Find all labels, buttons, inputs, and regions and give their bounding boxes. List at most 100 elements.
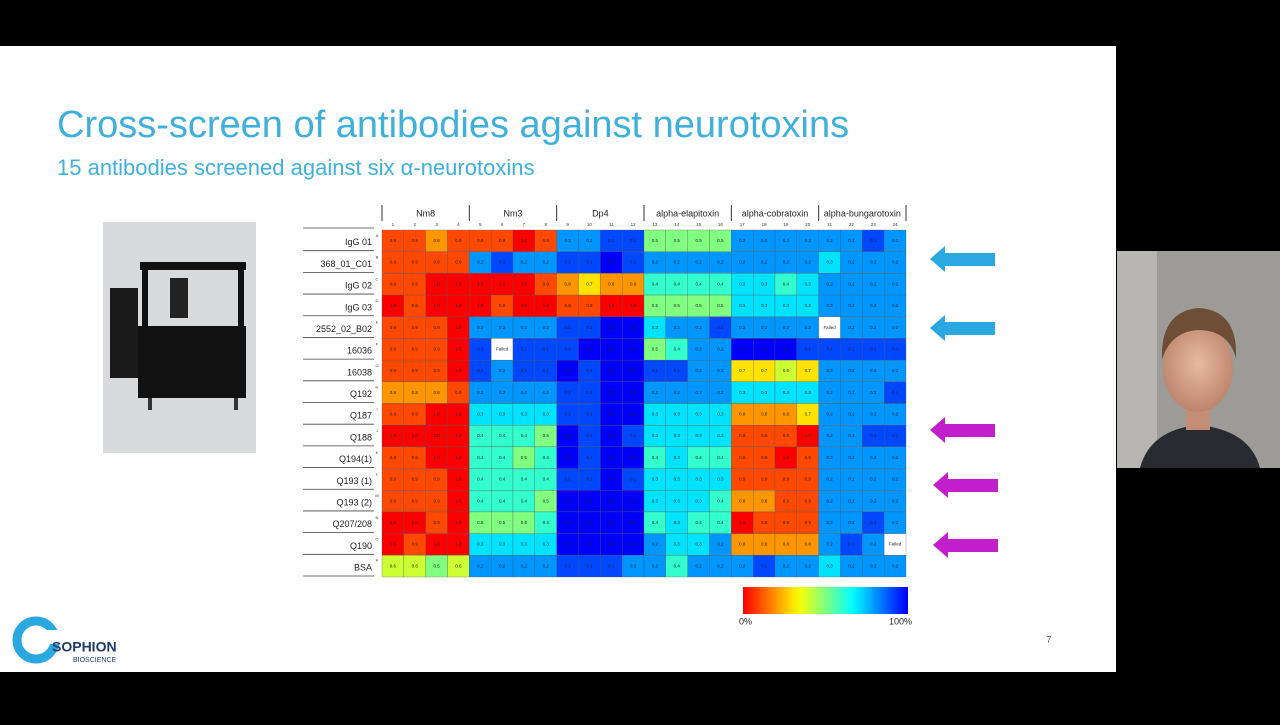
cell-label: 0.2 — [848, 412, 855, 417]
row-label: 16036 — [347, 346, 372, 356]
cell-label: 0.9 — [412, 281, 419, 286]
cell-label: 0.1 — [652, 368, 659, 373]
cell-label: 0.0 — [608, 412, 615, 417]
cell-label: 1.0 — [455, 520, 462, 525]
cell-label: 0.9 — [412, 455, 419, 460]
column-number: 15 — [696, 222, 702, 227]
cell-label: 0.9 — [412, 368, 419, 373]
cell-label: 0.3 — [521, 542, 528, 547]
cell-label: 0.4 — [543, 520, 550, 525]
cell-label: 0.4 — [543, 477, 550, 482]
cell-label: 0.9 — [433, 477, 440, 482]
cell-label: 0.2 — [848, 238, 855, 243]
cell-label: 0.9 — [739, 455, 746, 460]
cell-label: 0.8 — [805, 542, 812, 547]
cell-label: 0.2 — [695, 563, 702, 568]
cell-label: 0.3 — [695, 412, 702, 417]
cell-label: 1.0 — [433, 542, 440, 547]
cell-label: 0.2 — [499, 368, 506, 373]
cell-label: 0.2 — [826, 433, 833, 438]
row-label: Q192 — [350, 389, 372, 399]
column-group-label: Nm8 — [416, 208, 435, 218]
cell-label: 1.0 — [455, 542, 462, 547]
cell-label: 0.5 — [674, 238, 681, 243]
cell-label: 0.1 — [630, 238, 637, 243]
cell-label: 0.9 — [433, 325, 440, 330]
cell-label: 0.1 — [870, 346, 877, 351]
cell-label: 0.0 — [564, 542, 571, 547]
row-label: Q187 — [350, 411, 372, 421]
cell-label: 0.9 — [412, 325, 419, 330]
cell-label: 0.1 — [586, 412, 593, 417]
cell-label: 0.2 — [695, 346, 702, 351]
cell-label: 0.1 — [870, 520, 877, 525]
cell-label: 0.2 — [521, 563, 528, 568]
cell-label: 0.9 — [783, 477, 790, 482]
cell-label: 0.3 — [674, 498, 681, 503]
column-group-label: alpha-cobratoxin — [742, 208, 809, 218]
arrow-magenta — [930, 417, 995, 443]
cell-label: 0.0 — [586, 346, 593, 351]
cell-label: 0.2 — [892, 498, 899, 503]
cell-label: 0.2 — [892, 281, 899, 286]
cell-label: 1.0 — [433, 412, 440, 417]
cell-label: 0.2 — [674, 325, 681, 330]
cell-label: 0.2 — [499, 325, 506, 330]
cell-label: 0.5 — [521, 455, 528, 460]
cell-label: 0.1 — [521, 368, 528, 373]
cell-label: 0.0 — [608, 260, 615, 265]
column-number: 20 — [805, 222, 811, 227]
cell-label: 1.0 — [455, 412, 462, 417]
cell-label: 0.0 — [608, 368, 615, 373]
row-letter: H — [376, 385, 379, 390]
cell-label: 0.3 — [499, 412, 506, 417]
cell-label: 0.9 — [455, 390, 462, 395]
cell-label: 0.4 — [717, 455, 724, 460]
cell-label: 0.6 — [455, 563, 462, 568]
cell-label: 0.7 — [761, 368, 768, 373]
row-label: 2552_02_B02 — [316, 324, 372, 334]
cell-label: 1.0 — [455, 281, 462, 286]
cell-label: 0.2 — [739, 238, 746, 243]
cell-label: 0.2 — [564, 238, 571, 243]
column-number: 11 — [609, 222, 614, 227]
cell-label: 0.1 — [586, 455, 593, 460]
cell-label: 0.0 — [608, 498, 615, 503]
cell-label: 1.0 — [390, 542, 397, 547]
cell-label: 0.2 — [761, 260, 768, 265]
cell-label: 0.2 — [826, 238, 833, 243]
cell-label: 1.0 — [390, 303, 397, 308]
cell-label: 0.9 — [783, 520, 790, 525]
cell-label: 0.3 — [674, 542, 681, 547]
cell-label: 0.2 — [499, 390, 506, 395]
cell-label: 0.0 — [608, 390, 615, 395]
cell-label: 0.2 — [826, 390, 833, 395]
column-number: 18 — [762, 222, 768, 227]
row-letter: G — [375, 363, 378, 368]
cell-label: 0.2 — [543, 260, 550, 265]
cell-label: 0.0 — [630, 325, 637, 330]
cell-label: 0.1 — [826, 346, 833, 351]
cell-label: 0.8 — [761, 498, 768, 503]
cell-label: 0.9 — [433, 260, 440, 265]
column-number: 17 — [740, 222, 746, 227]
cell-label: 0.2 — [652, 260, 659, 265]
cell-label: 0.4 — [499, 477, 506, 482]
cell-label: 0.2 — [783, 260, 790, 265]
cell-label: 0.9 — [499, 238, 506, 243]
row-label: Q193 (2) — [336, 497, 372, 507]
cell-label: 0.2 — [892, 477, 899, 482]
cell-label: 0.2 — [870, 498, 877, 503]
cell-label: Failed — [889, 542, 902, 547]
cell-label: 0.3 — [805, 281, 812, 286]
cell-label: 0.9 — [390, 260, 397, 265]
row-letter: O — [375, 537, 378, 542]
cell-label: 0.3 — [717, 433, 724, 438]
cell-label: 0.1 — [674, 368, 681, 373]
cell-label: 0.2 — [695, 260, 702, 265]
cell-label: 0.8 — [630, 281, 637, 286]
cell-label: 0.4 — [695, 520, 702, 525]
cell-label: 0.4 — [521, 433, 528, 438]
cell-label: 0.3 — [674, 520, 681, 525]
arrow-blue — [930, 246, 995, 272]
